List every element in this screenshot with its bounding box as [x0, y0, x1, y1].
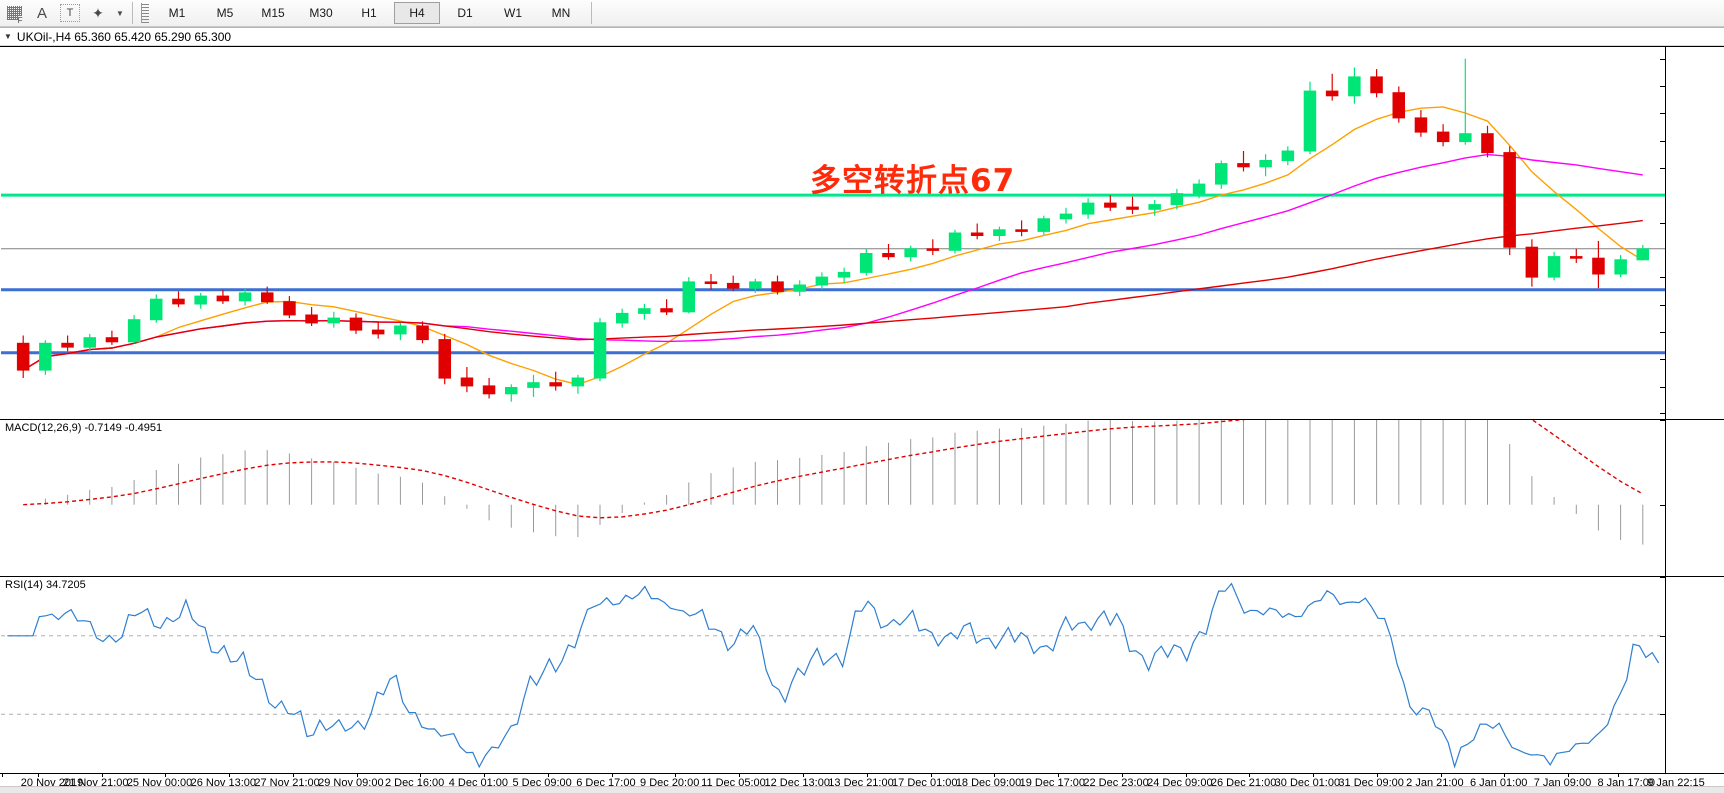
text-label-icon[interactable]: A [36, 4, 47, 22]
timeframe-w1[interactable]: W1 [504, 6, 522, 20]
time-axis-divider [420, 774, 422, 777]
time-axis-divider [1121, 774, 1123, 777]
macd-label: MACD(12,26,9) -0.7149 -0.4951 [5, 422, 163, 434]
dropdown-caret-icon[interactable]: ▼ [116, 8, 124, 18]
time-axis-divider [1058, 774, 1060, 777]
time-axis-divider [292, 774, 294, 777]
time-axis-divider [547, 774, 549, 777]
rsi-tick [1660, 714, 1665, 716]
price-tick [1660, 222, 1665, 224]
price-tick [1660, 304, 1665, 306]
time-axis-divider [994, 774, 996, 777]
price-tick [1660, 277, 1665, 279]
time-axis-divider [2, 774, 3, 777]
time-axis-divider [675, 774, 677, 777]
timeframe-m30[interactable]: M30 [309, 6, 333, 20]
timeframe-mn[interactable]: MN [551, 6, 571, 20]
rsi-pane[interactable]: RSI(14) 34.7205 10070300 [0, 576, 1724, 774]
timeframe-m5[interactable]: M5 [216, 6, 234, 20]
rsi-plot-area[interactable] [1, 577, 1665, 773]
timeframe-h4[interactable]: H4 [394, 2, 440, 24]
time-axis-divider [1249, 774, 1251, 777]
price-axis-border [1665, 47, 1724, 419]
time-axis-divider [356, 774, 358, 777]
price-tick [1660, 331, 1665, 333]
time-axis-divider [1618, 774, 1619, 777]
collapse-caret-icon[interactable]: ▼ [4, 32, 12, 41]
status-bar [0, 786, 1724, 793]
timeframe-h1[interactable]: H1 [361, 6, 377, 20]
time-axis-divider [1313, 774, 1315, 777]
time-axis-divider [37, 774, 39, 777]
chart-toolbar: A T ✦ ▼ M1 M5 M15 M30 H1 H4 D1 W1 MN [0, 0, 1724, 27]
indicators-icon[interactable]: ✦ [92, 4, 104, 21]
time-axis-divider [1376, 774, 1378, 777]
timeframe-d1[interactable]: D1 [457, 6, 473, 20]
text-box-icon[interactable]: T [57, 2, 83, 24]
rsi-label: RSI(14) 34.7205 [5, 579, 86, 591]
time-axis-divider [1185, 774, 1187, 777]
macd-plot-area[interactable] [1, 420, 1665, 576]
macd-axis-border [1665, 420, 1724, 576]
price-tick [1660, 386, 1665, 388]
macd-svg [22, 420, 1644, 545]
rsi-tick [1660, 577, 1665, 578]
time-axis-divider [484, 774, 486, 777]
time-axis-divider [1568, 774, 1570, 777]
symbol-quote-text: UKOil-,H4 65.360 65.420 65.290 65.300 [16, 29, 232, 44]
macd-tick [1660, 420, 1665, 421]
price-tick [1660, 58, 1665, 60]
rsi-axis-border [1665, 577, 1724, 773]
price-axis[interactable]: 71.32570.45069.60068.72567.85066.12564.4… [1660, 47, 1724, 419]
time-axis-divider [611, 774, 613, 777]
price-tick [1660, 359, 1665, 361]
time-axis-divider [930, 774, 932, 777]
scale-ruler-icon[interactable] [138, 2, 152, 24]
price-tick [1660, 113, 1665, 115]
price-pane[interactable]: 多空转折点67 71.32570.45069.60068.72567.85066… [0, 46, 1724, 419]
price-tick [1660, 413, 1665, 415]
price-plot-area[interactable] [1, 47, 1665, 419]
time-axis-divider [1504, 774, 1506, 777]
price-tick [1660, 86, 1665, 88]
macd-pane[interactable]: MACD(12,26,9) -0.7149 -0.4951 0.94390.00… [0, 419, 1724, 577]
candlestick-svg [1, 58, 1665, 402]
time-axis-divider [866, 774, 868, 777]
rsi-svg [1, 582, 1665, 769]
time-axis-divider [165, 774, 167, 777]
price-tick [1660, 168, 1665, 170]
macd-tick [1660, 504, 1665, 506]
time-axis-divider [229, 774, 231, 777]
price-tick [1660, 140, 1665, 142]
crosshair-f-icon[interactable] [1, 2, 27, 25]
rsi-tick [1660, 635, 1665, 637]
time-axis-divider [101, 774, 103, 777]
time-axis-divider [739, 774, 741, 777]
symbol-header-bar[interactable]: ▼ UKOil-,H4 65.360 65.420 65.290 65.300 [0, 27, 1724, 46]
timeframe-m1[interactable]: M1 [168, 6, 186, 20]
time-axis-divider [1440, 774, 1442, 777]
timeframe-m15[interactable]: M15 [261, 6, 285, 20]
time-axis-divider [803, 774, 804, 777]
chart-annotation-text: 多空转折点67 [810, 163, 1016, 199]
